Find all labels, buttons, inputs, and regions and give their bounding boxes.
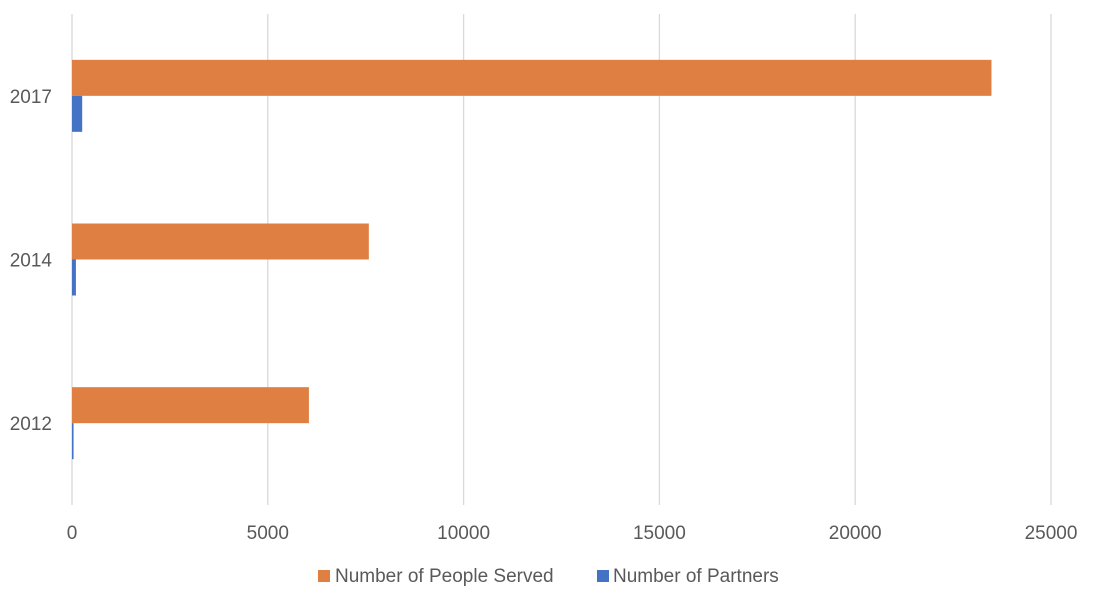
x-tick-label: 25000	[1025, 523, 1078, 544]
category-label: 2012	[10, 414, 52, 435]
bar-people-served-2012	[72, 387, 309, 424]
category-label: 2014	[10, 251, 53, 272]
legend-label: Number of People Served	[335, 566, 554, 587]
legend-swatch	[597, 570, 609, 582]
bar-people-served-2014	[72, 223, 369, 260]
bars	[72, 59, 992, 460]
x-tick-label: 5000	[247, 523, 289, 544]
y-axis-category-labels: 2012 2014 2017	[10, 87, 53, 435]
bar-people-served-2017	[72, 59, 992, 96]
legend-label: Number of Partners	[613, 566, 779, 587]
x-tick-label: 10000	[437, 523, 490, 544]
legend: Number of People Served Number of Partner…	[318, 566, 779, 587]
bar-partners-2012	[72, 423, 74, 460]
x-tick-label: 20000	[829, 523, 882, 544]
legend-swatch	[318, 570, 330, 582]
bar-partners-2014	[72, 259, 76, 296]
x-axis-tick-labels: 0 5000 10000 15000 20000 25000	[67, 523, 1078, 544]
category-label: 2017	[10, 87, 52, 108]
x-tick-label: 15000	[633, 523, 686, 544]
x-tick-label: 0	[67, 523, 78, 544]
bar-partners-2017	[72, 95, 83, 132]
